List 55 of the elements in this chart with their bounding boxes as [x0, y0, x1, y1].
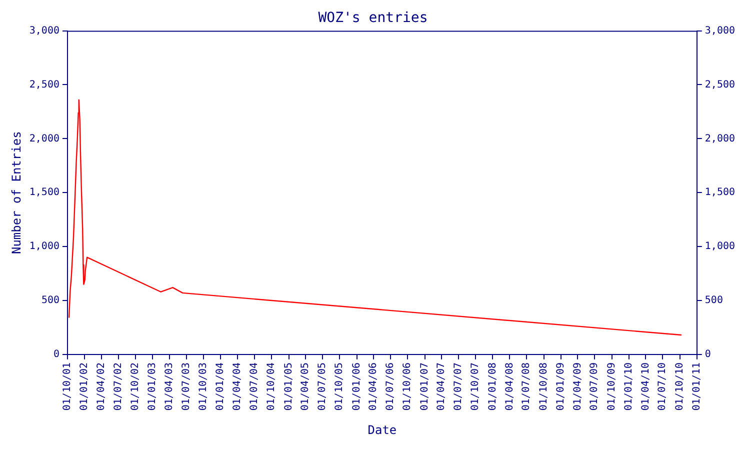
y2-tick-label: 3,000 — [704, 25, 736, 36]
x-tick-label: 01/04/06 — [368, 362, 380, 411]
x-tick-label: 01/10/10 — [674, 362, 686, 411]
x-tick-label: 01/10/03 — [198, 362, 210, 411]
y-tick-label: 500 — [41, 295, 60, 306]
x-tick-label: 01/10/02 — [130, 362, 142, 411]
x-tick-label: 01/01/11 — [691, 362, 702, 411]
x-tick-label: 01/01/02 — [79, 362, 90, 411]
x-tick-label: 01/07/03 — [180, 362, 192, 411]
y-tick-label: 1,500 — [29, 187, 60, 198]
x-tick-label: 01/07/07 — [453, 362, 464, 411]
x-tick-label: 01/04/07 — [436, 362, 448, 411]
x-tick-label: 01/10/01 — [62, 362, 74, 411]
x-axis-title: Date — [368, 422, 397, 437]
chart-title: WOZ's entries — [318, 10, 428, 26]
x-tick-label: 01/07/05 — [317, 362, 328, 411]
x-tick-label: 01/01/10 — [624, 362, 635, 411]
x-tick-label: 01/04/05 — [300, 362, 312, 411]
y2-tick-label: 0 — [704, 349, 711, 360]
x-tick-label: 01/10/09 — [606, 362, 618, 411]
x-tick-label: 01/10/08 — [538, 362, 550, 411]
x-tick-label: 01/07/04 — [249, 362, 260, 411]
x-tick-label: 01/04/10 — [640, 362, 652, 411]
y-tick-label: 3,000 — [29, 25, 60, 36]
x-tick-label: 01/01/09 — [556, 362, 567, 411]
x-tick-label: 01/10/04 — [266, 362, 278, 411]
y2-tick-label: 2,000 — [704, 133, 736, 144]
x-tick-label: 01/10/06 — [402, 362, 414, 411]
x-tick-label: 01/01/05 — [283, 362, 294, 411]
y-tick-label: 1,000 — [29, 241, 60, 252]
y2-tick-label: 2,500 — [704, 79, 736, 90]
x-tick-label: 01/01/07 — [419, 362, 430, 411]
x-tick-label: 01/04/04 — [232, 362, 244, 411]
x-tick-label: 01/01/06 — [351, 362, 362, 411]
x-tick-label: 01/01/08 — [487, 362, 498, 411]
x-tick-label: 01/01/04 — [215, 362, 226, 411]
y2-tick-label: 500 — [704, 295, 723, 306]
x-tick-label: 01/01/03 — [147, 362, 158, 411]
x-tick-label: 01/07/09 — [589, 362, 600, 411]
y2-tick-label: 1,000 — [704, 241, 736, 252]
x-tick-label: 01/10/07 — [470, 362, 482, 411]
x-tick-label: 01/04/02 — [96, 362, 107, 411]
y-tick-label: 0 — [53, 349, 60, 360]
y2-tick-label: 1,500 — [704, 187, 736, 198]
y-tick-label: 2,500 — [29, 79, 60, 90]
x-tick-label: 01/10/05 — [334, 362, 346, 411]
x-tick-label: 01/07/02 — [112, 362, 124, 411]
x-tick-label: 01/07/06 — [385, 362, 396, 411]
x-tick-label: 01/04/03 — [164, 362, 175, 411]
y-axis-title: Number of Entries — [9, 131, 24, 254]
y-tick-label: 2,000 — [29, 133, 60, 144]
x-tick-label: 01/04/09 — [572, 362, 584, 411]
x-tick-label: 01/07/10 — [657, 362, 668, 411]
x-tick-label: 01/07/08 — [521, 362, 532, 411]
x-tick-label: 01/04/08 — [504, 362, 516, 411]
